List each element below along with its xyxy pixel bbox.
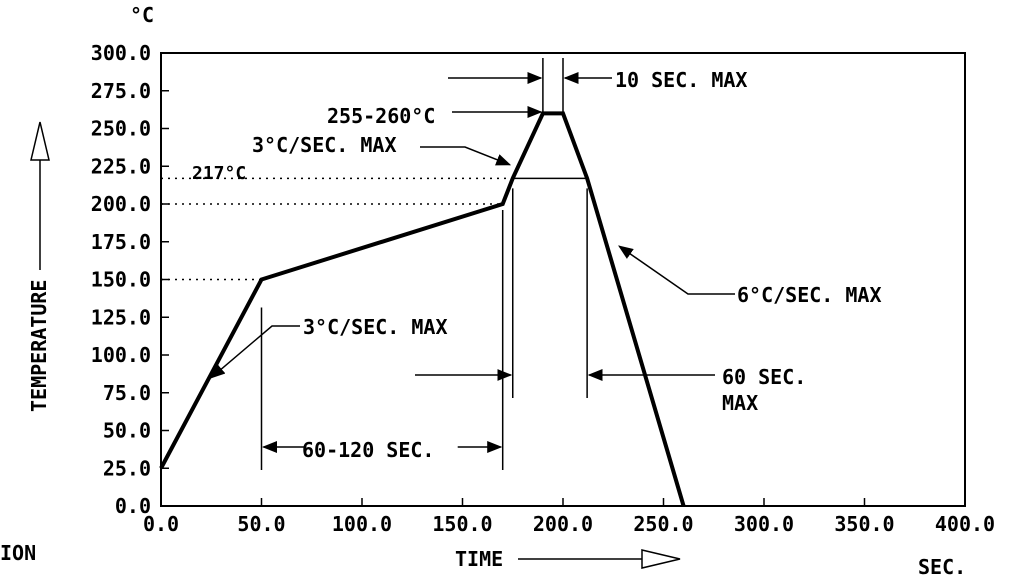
x-tick-label: 150.0 xyxy=(432,512,492,536)
x-tick-label: 400.0 xyxy=(935,512,995,536)
x-tick-label: 200.0 xyxy=(533,512,593,536)
liquidus-label: 217°C xyxy=(192,163,246,184)
y-tick-label: 250.0 xyxy=(91,117,151,141)
y-tick-label: 100.0 xyxy=(91,343,151,367)
x-tick-label: 50.0 xyxy=(237,512,285,536)
peak-temp-label: 255-260°C xyxy=(327,104,435,128)
peak-time-label: 10 SEC. MAX xyxy=(615,68,747,92)
preheat-rampup-label: 3°C/SEC. MAX xyxy=(303,315,448,339)
y-tick-label: 275.0 xyxy=(91,79,151,103)
x-unit-label: SEC. xyxy=(918,555,966,579)
x-tick-label: 300.0 xyxy=(734,512,794,536)
temperature-profile-line xyxy=(159,111,686,507)
x-tick-label: 100.0 xyxy=(332,512,392,536)
cropped-caption-fragment: ION xyxy=(0,541,36,565)
y-tick-label: 200.0 xyxy=(91,192,151,216)
y-tick-label: 50.0 xyxy=(103,419,151,443)
y-tick-label: 175.0 xyxy=(91,230,151,254)
y-tick-label: 0.0 xyxy=(115,494,151,518)
x-tick-label: 0.0 xyxy=(143,512,179,536)
rampdown-label: 6°C/SEC. MAX xyxy=(737,283,882,307)
x-axis-direction-arrow xyxy=(518,549,681,569)
y-axis-title: TEMPERATURE xyxy=(27,280,51,412)
y-tick-label: 75.0 xyxy=(103,381,151,405)
x-axis-title: TIME xyxy=(455,547,503,571)
y-unit-label: °C xyxy=(130,3,154,27)
above-liquidus-time-label-2: MAX xyxy=(722,391,758,415)
reflow-rampup-leader xyxy=(420,146,512,166)
plot-frame xyxy=(160,52,966,507)
y-tick-label: 300.0 xyxy=(91,41,151,65)
x-tick-label: 350.0 xyxy=(834,512,894,536)
y-tick-label: 225.0 xyxy=(91,154,151,178)
rampdown-leader xyxy=(618,245,735,295)
above-liquidus-time-label-1: 60 SEC. xyxy=(722,365,806,389)
reflow-rampup-label: 3°C/SEC. MAX xyxy=(252,133,397,157)
y-tick-label: 25.0 xyxy=(103,456,151,480)
soak-time-label: 60-120 SEC. xyxy=(302,438,434,462)
y-axis-direction-arrow xyxy=(30,121,50,270)
y-tick-label: 125.0 xyxy=(91,305,151,329)
preheat-rampup-leader xyxy=(210,325,300,379)
y-tick-label: 150.0 xyxy=(91,268,151,292)
x-tick-label: 250.0 xyxy=(633,512,693,536)
